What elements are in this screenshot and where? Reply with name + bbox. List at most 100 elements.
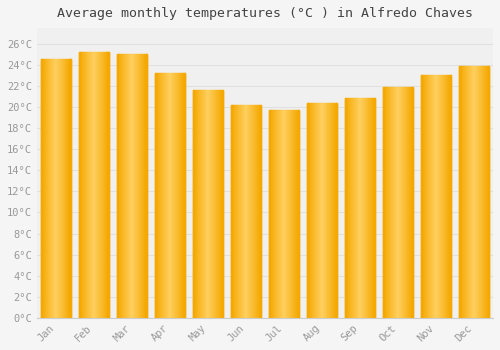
Bar bbox=[167, 74, 168, 318]
Bar bbox=[463, 66, 464, 318]
Bar bbox=[421, 76, 422, 318]
Bar bbox=[174, 74, 175, 318]
Bar bbox=[166, 74, 167, 318]
Bar bbox=[243, 105, 244, 318]
Bar bbox=[216, 90, 217, 318]
Bar bbox=[241, 105, 242, 318]
Bar bbox=[362, 98, 363, 318]
Bar bbox=[209, 90, 210, 318]
Bar bbox=[441, 76, 442, 318]
Bar bbox=[79, 52, 80, 318]
Bar bbox=[211, 90, 212, 318]
Bar bbox=[126, 54, 127, 318]
Bar bbox=[182, 74, 183, 318]
Bar bbox=[171, 74, 172, 318]
Bar bbox=[236, 105, 237, 318]
Bar bbox=[57, 58, 58, 318]
Bar bbox=[319, 103, 320, 318]
Bar bbox=[488, 66, 489, 318]
Bar bbox=[373, 98, 374, 318]
Bar bbox=[481, 66, 482, 318]
Bar bbox=[246, 105, 247, 318]
Bar bbox=[470, 66, 471, 318]
Bar bbox=[487, 66, 488, 318]
Bar bbox=[432, 76, 433, 318]
Bar bbox=[89, 52, 90, 318]
Bar bbox=[272, 110, 274, 318]
Bar bbox=[352, 98, 353, 318]
Bar bbox=[412, 87, 413, 318]
Bar bbox=[232, 105, 233, 318]
Bar bbox=[433, 76, 434, 318]
Bar bbox=[313, 103, 314, 318]
Bar bbox=[121, 54, 122, 318]
Bar bbox=[331, 103, 332, 318]
Bar bbox=[450, 76, 451, 318]
Bar bbox=[292, 110, 293, 318]
Bar bbox=[484, 66, 486, 318]
Bar bbox=[294, 110, 295, 318]
Bar bbox=[183, 74, 184, 318]
Bar bbox=[367, 98, 368, 318]
Bar bbox=[129, 54, 130, 318]
Bar bbox=[472, 66, 473, 318]
Bar bbox=[244, 105, 246, 318]
Bar bbox=[143, 54, 144, 318]
Bar bbox=[99, 52, 100, 318]
Bar bbox=[374, 98, 375, 318]
Bar bbox=[257, 105, 258, 318]
Bar bbox=[200, 90, 201, 318]
Bar bbox=[81, 52, 82, 318]
Bar bbox=[249, 105, 250, 318]
Bar bbox=[421, 76, 422, 318]
Bar bbox=[488, 66, 489, 318]
Bar bbox=[326, 103, 328, 318]
Bar bbox=[347, 98, 348, 318]
Bar bbox=[370, 98, 372, 318]
Bar bbox=[212, 90, 213, 318]
Bar bbox=[383, 87, 384, 318]
Bar bbox=[181, 74, 182, 318]
Bar bbox=[384, 87, 385, 318]
Bar bbox=[205, 90, 206, 318]
Bar bbox=[440, 76, 441, 318]
Bar bbox=[334, 103, 335, 318]
Bar bbox=[315, 103, 316, 318]
Bar bbox=[444, 76, 445, 318]
Bar bbox=[88, 52, 89, 318]
Bar bbox=[107, 52, 108, 318]
Bar bbox=[156, 74, 157, 318]
Bar bbox=[271, 110, 272, 318]
Bar bbox=[86, 52, 88, 318]
Bar bbox=[434, 76, 435, 318]
Bar bbox=[202, 90, 203, 318]
Bar bbox=[450, 76, 451, 318]
Bar bbox=[424, 76, 425, 318]
Bar bbox=[198, 90, 199, 318]
Bar bbox=[239, 105, 240, 318]
Bar bbox=[213, 90, 214, 318]
Bar bbox=[345, 98, 346, 318]
Bar bbox=[372, 98, 373, 318]
Bar bbox=[449, 76, 450, 318]
Bar bbox=[412, 87, 413, 318]
Bar bbox=[180, 74, 181, 318]
Bar bbox=[41, 58, 42, 318]
Bar bbox=[351, 98, 352, 318]
Bar bbox=[134, 54, 135, 318]
Bar bbox=[100, 52, 101, 318]
Bar bbox=[42, 58, 43, 318]
Bar bbox=[425, 76, 426, 318]
Bar bbox=[298, 110, 299, 318]
Bar bbox=[398, 87, 399, 318]
Bar bbox=[314, 103, 315, 318]
Bar bbox=[79, 52, 80, 318]
Bar bbox=[423, 76, 424, 318]
Bar bbox=[333, 103, 334, 318]
Bar bbox=[410, 87, 411, 318]
Bar bbox=[235, 105, 236, 318]
Bar bbox=[80, 52, 81, 318]
Bar bbox=[168, 74, 170, 318]
Bar bbox=[269, 110, 270, 318]
Bar bbox=[461, 66, 462, 318]
